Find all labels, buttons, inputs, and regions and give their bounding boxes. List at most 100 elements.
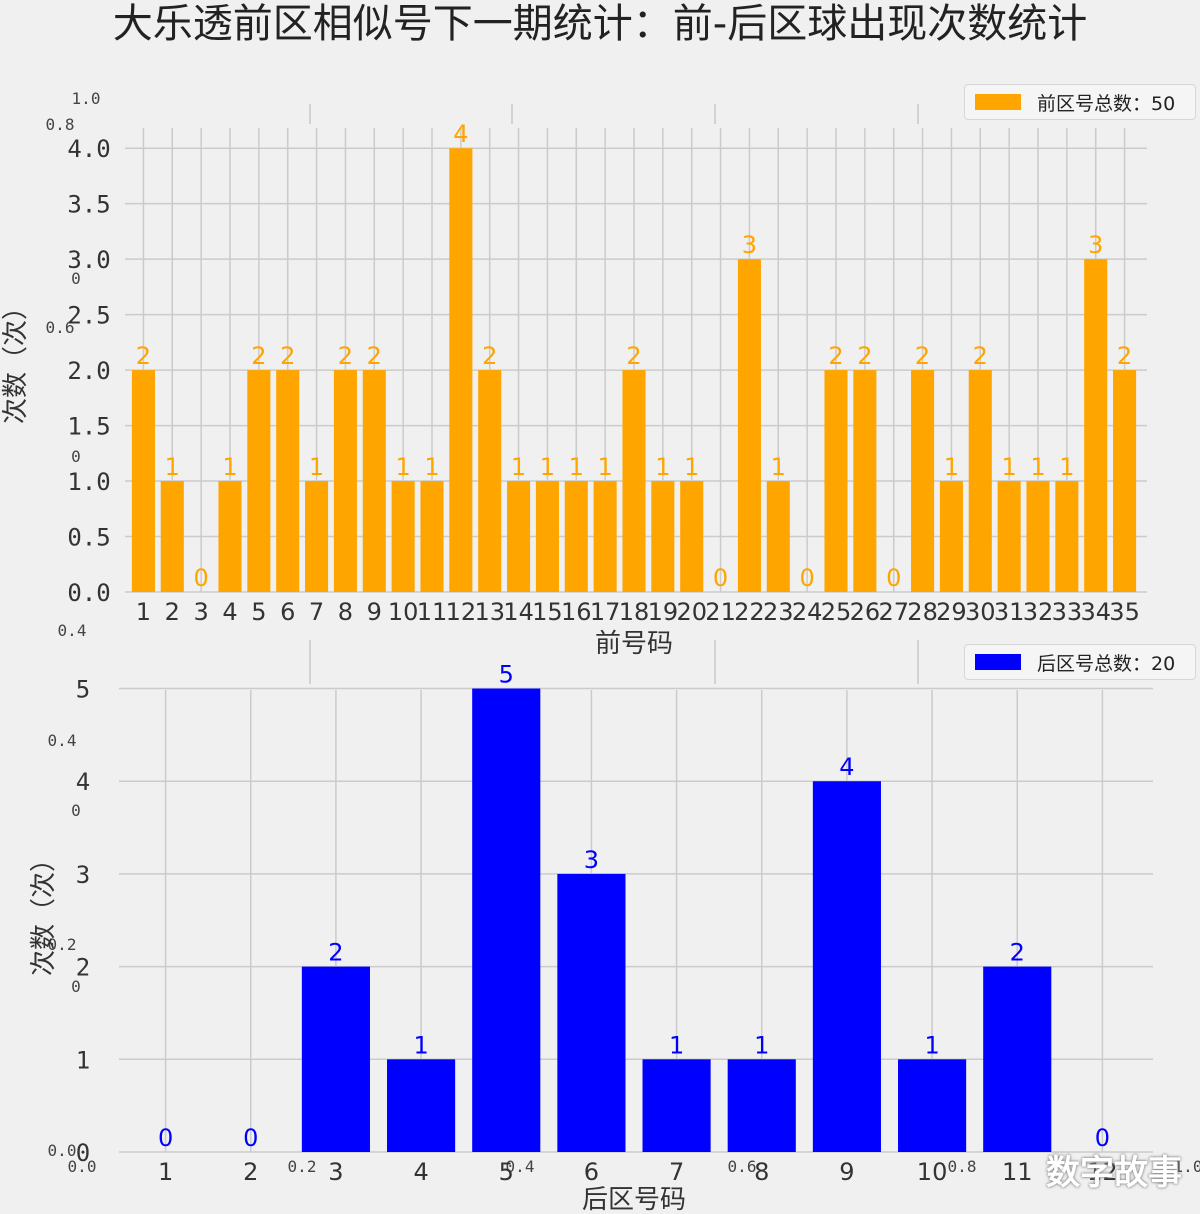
front-x-tick: 12 [446, 598, 477, 626]
front-x-tick: 35 [1109, 598, 1140, 626]
front-bar [420, 481, 444, 592]
front-bar [911, 370, 935, 592]
back-x-tick: 8 [754, 1158, 769, 1186]
front-value-label: 1 [396, 453, 411, 481]
back-x-tick: 2 [243, 1158, 258, 1186]
back-value-label: 0 [1095, 1124, 1110, 1152]
back-x-tick: 6 [584, 1158, 599, 1186]
front-value-label: 2 [367, 342, 382, 370]
back-value-label: 0 [158, 1124, 173, 1152]
front-value-label: 0 [886, 564, 901, 592]
front-value-label: 1 [598, 453, 613, 481]
front-x-tick: 4 [222, 598, 237, 626]
front-y-tick: 1.5 [67, 413, 110, 441]
back-y-tick: 0 [76, 1139, 90, 1167]
front-x-tick: 3 [194, 598, 209, 626]
front-x-tick: 2 [165, 598, 180, 626]
front-value-label: 2 [482, 342, 497, 370]
front-x-tick: 33 [1052, 598, 1083, 626]
front-bar [997, 481, 1021, 592]
back-bar [557, 873, 626, 1152]
back-value-label: 3 [584, 846, 599, 874]
front-y-tick: 1.0 [67, 468, 110, 496]
front-y-tick: 2.5 [67, 302, 110, 330]
front-bar [1055, 481, 1079, 592]
front-bar [968, 370, 992, 592]
front-value-label: 2 [280, 342, 295, 370]
front-x-tick: 34 [1080, 598, 1111, 626]
front-bar [853, 370, 877, 592]
back-bar [642, 1059, 711, 1152]
front-bar [824, 370, 848, 592]
front-bar [507, 481, 531, 592]
front-y-tick: 3.0 [67, 246, 110, 274]
front-x-tick: 18 [619, 598, 650, 626]
front-x-tick: 8 [338, 598, 353, 626]
front-bar [160, 481, 184, 592]
front-value-label: 1 [1059, 453, 1074, 481]
front-bar [564, 481, 588, 592]
back-value-label: 1 [754, 1031, 769, 1059]
legend-front-label: 前区号总数：50 [1037, 92, 1176, 115]
back-x-tick: 3 [328, 1158, 343, 1186]
back-y-tick: 4 [76, 768, 90, 796]
front-x-tick: 14 [503, 598, 534, 626]
back-x-tick: 9 [839, 1158, 854, 1186]
front-value-label: 2 [915, 342, 930, 370]
back-x-tick: 5 [499, 1158, 514, 1186]
front-bar [651, 481, 675, 592]
front-x-tick: 27 [878, 598, 909, 626]
front-x-tick: 31 [994, 598, 1025, 626]
front-value-label: 1 [771, 453, 786, 481]
front-x-tick: 9 [367, 598, 382, 626]
front-bar [680, 481, 704, 592]
front-x-tick: 26 [850, 598, 881, 626]
front-value-label: 1 [222, 453, 237, 481]
front-bar [391, 481, 415, 592]
ghost-y-tick: 0.6 [46, 318, 75, 337]
ghost-y-tick: 0 [71, 801, 81, 820]
back-x-tick: 1 [158, 1158, 173, 1186]
front-value-label: 1 [424, 453, 439, 481]
back-value-label: 1 [413, 1031, 428, 1059]
ghost-x-tick: 0.0 [68, 1157, 97, 1176]
back-bar [472, 688, 541, 1152]
front-value-label: 1 [684, 453, 699, 481]
front-x-tick: 11 [417, 598, 448, 626]
back-x-tick: 7 [669, 1158, 684, 1186]
back-x-tick: 10 [917, 1158, 948, 1186]
ghost-x-tick: 0.8 [948, 1157, 977, 1176]
front-value-label: 1 [655, 453, 670, 481]
front-y-tick: 2.0 [67, 357, 110, 385]
legend-back-label: 后区号总数：20 [1037, 652, 1176, 675]
front-value-label: 1 [540, 453, 555, 481]
front-x-tick: 7 [309, 598, 324, 626]
back-y-tick: 1 [76, 1046, 90, 1074]
front-bar [1113, 370, 1137, 592]
back-bar [301, 966, 370, 1152]
front-value-label: 3 [742, 231, 757, 259]
legend-back: 后区号总数：20 [964, 644, 1196, 680]
back-x-tick: 11 [1002, 1158, 1033, 1186]
ghost-y-tick: 0.4 [48, 731, 77, 750]
front-value-label: 2 [857, 342, 872, 370]
front-x-tick: 21 [705, 598, 736, 626]
front-x-tick: 23 [763, 598, 794, 626]
front-y-axis-label: 次数（次） [1, 294, 31, 424]
front-y-tick: 0.5 [67, 524, 110, 552]
front-value-label: 2 [1117, 342, 1132, 370]
back-bar [387, 1059, 456, 1152]
front-x-tick: 15 [532, 598, 563, 626]
front-value-label: 1 [1002, 453, 1017, 481]
front-bar [305, 481, 329, 592]
front-bar [1026, 481, 1050, 592]
front-value-label: 2 [136, 342, 151, 370]
back-bar [898, 1059, 967, 1152]
back-value-label: 0 [243, 1124, 258, 1152]
back-y-axis-label: 次数（次） [29, 846, 59, 976]
front-x-tick: 24 [792, 598, 823, 626]
ghost-x-tick: 0.6 [728, 1157, 757, 1176]
front-x-tick: 20 [676, 598, 707, 626]
front-bar [939, 481, 963, 592]
